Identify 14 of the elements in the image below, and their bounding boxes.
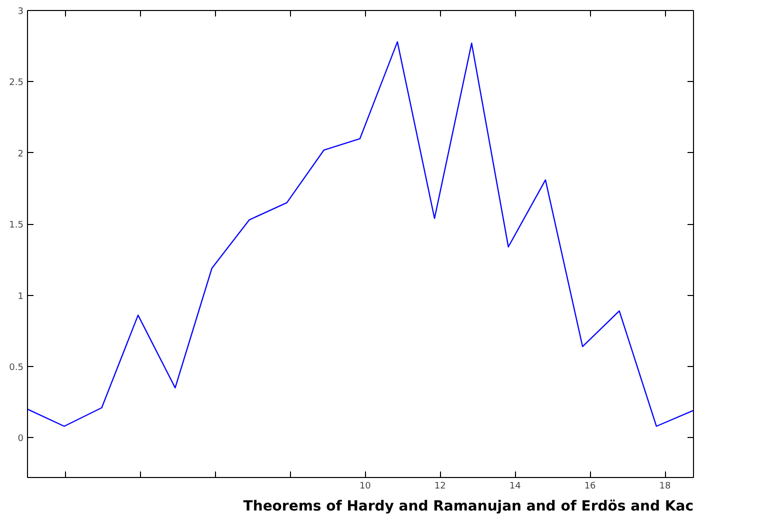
x-tick-label: 12 [434,482,446,492]
y-tick-label: 0.5 [9,362,24,373]
x-tick-label: 10 [359,482,372,492]
x-tick-label: 18 [659,482,672,492]
text: Theorems of Hardy and Ramanujan and of Erdös and Kac [243,498,694,514]
y-tick-label: 1.5 [9,220,24,231]
y-tick-label: 3 [18,7,24,17]
y-tick-label: 2.5 [9,78,24,88]
x-tick-label: 14 [509,482,522,492]
y-tick-label: 2 [18,149,24,160]
x-tick-label: 16 [584,482,596,492]
y-tick-label: 1 [18,292,24,302]
y-tick-label: 0 [18,434,24,444]
line-series [28,41,694,427]
